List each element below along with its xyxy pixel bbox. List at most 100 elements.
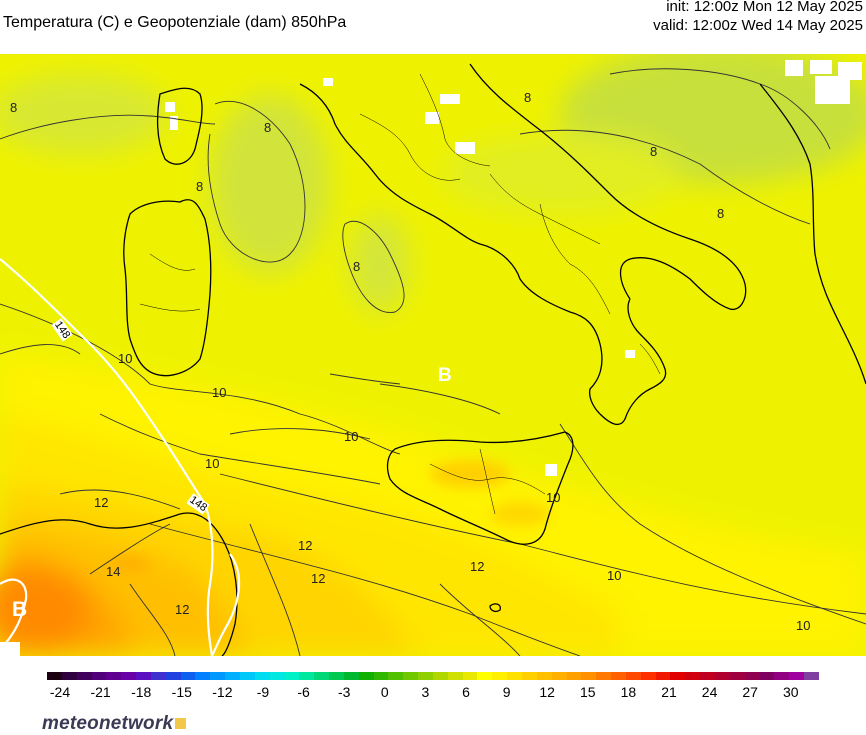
colorbar-tick-label: -3 (337, 684, 351, 700)
colorbar-segment (418, 672, 433, 680)
isotherm-label: 10 (212, 385, 227, 400)
pressure-label-low: B (438, 365, 452, 386)
geopotential-label: 148 (51, 318, 73, 342)
colorbar-tick-label: 15 (580, 684, 596, 700)
logo-text: meteonetwork (42, 713, 174, 734)
meteonetwork-logo: meteonetwork (42, 713, 187, 735)
colorbar-segment (492, 672, 508, 680)
isotherm-label: 14 (106, 564, 121, 579)
colorbar-segment (299, 672, 315, 680)
colorbar-segment (195, 672, 211, 680)
colorbar-segment (61, 672, 77, 680)
colorbar-segment (536, 672, 552, 680)
missing-data-patches (0, 60, 862, 656)
map-canvas (0, 54, 866, 656)
colorbar-tick-label: -24 (49, 684, 71, 700)
isotherm-label: 10 (607, 568, 622, 583)
run-times: init: 12:00z Mon 12 May 2025 valid: 12:0… (653, 0, 863, 35)
colorbar-tick-label: 27 (742, 684, 758, 700)
colorbar-segment (106, 672, 122, 680)
logo-square-icon (175, 718, 187, 729)
isotherm-label: 10 (344, 429, 359, 444)
colorbar-segment (358, 672, 374, 680)
isotherm-label: 8 (650, 144, 658, 159)
colorbar-segment (789, 672, 805, 680)
colorbar-segment (581, 672, 597, 680)
isotherm-label: 12 (311, 571, 326, 586)
colorbar-segment (225, 672, 240, 680)
colorbar-segment (522, 672, 537, 680)
isotherm-label: 8 (524, 90, 532, 105)
colorbar-segment (714, 672, 730, 680)
colorbar-segment (284, 672, 300, 680)
colorbar-segment (239, 672, 255, 680)
colorbar-segment (269, 672, 285, 680)
colorbar-tick-label: -6 (297, 684, 310, 700)
colorbar-segment (432, 672, 448, 680)
map-labels: B B 148 148 8 8 8 8 8 8 8 10 10 10 10 10… (0, 54, 866, 656)
page-title: Temperatura (C) e Geopotenziale (dam) 85… (3, 14, 347, 31)
colorbar-tick-label: 24 (701, 684, 718, 700)
colorbar-tick-label: -15 (171, 684, 192, 700)
temperature-colorbar (47, 672, 819, 680)
isotherm-label: 10 (546, 490, 561, 505)
colorbar-segment (343, 672, 359, 680)
colorbar-segment (447, 672, 463, 680)
colorbar-segment (744, 672, 760, 680)
geopotential-label: 148 (186, 493, 210, 515)
valid-time: valid: 12:00z Wed 14 May 2025 (653, 17, 863, 34)
small-warm-patches (110, 460, 550, 572)
colorbar-segment (774, 672, 790, 680)
colorbar-segment (91, 672, 107, 680)
colorbar-segment (462, 672, 478, 680)
colorbar-segment (729, 672, 745, 680)
colorbar-segment (685, 672, 701, 680)
geopotential-lines (0, 258, 241, 656)
colorbar-segment (566, 672, 582, 680)
colorbar-segment (210, 672, 226, 680)
admin-borders (139, 73, 661, 515)
colorbar-segment (804, 672, 819, 680)
colorbar-tick-label: 3 (421, 684, 430, 700)
colorbar-tick-label: 12 (539, 684, 555, 700)
colorbar-tick-label: 30 (783, 684, 799, 700)
colorbar-segment (670, 672, 686, 680)
colorbar-segment (136, 672, 151, 680)
colorbar-segment (373, 672, 389, 680)
isotherm-label: 8 (353, 259, 361, 274)
colorbar-segment (388, 672, 404, 680)
colorbar-segment (640, 672, 656, 680)
isotherm-label: 8 (264, 120, 272, 135)
colorbar-segment (150, 672, 166, 680)
colorbar-tick-label: -9 (256, 684, 270, 700)
colorbar-segment (254, 672, 270, 680)
colorbar-tick-label: 18 (620, 684, 637, 700)
colorbar-segment (700, 672, 715, 680)
colorbar-segment (329, 672, 344, 680)
colorbar-tick-label: -12 (212, 684, 233, 700)
colorbar-tick-label: 9 (502, 684, 511, 700)
colorbar-segment (551, 672, 567, 680)
pressure-label-low-southwest: B (12, 598, 28, 621)
colorbar-segment (314, 672, 330, 680)
coastlines (0, 63, 866, 656)
colorbar-tick-label: -18 (131, 684, 152, 700)
colorbar-segment (477, 672, 493, 680)
colorbar-tick-label: -21 (90, 684, 111, 700)
colorbar-segment (625, 672, 641, 680)
colorbar-segment (76, 672, 92, 680)
colorbar-tick-label: 0 (380, 684, 389, 700)
colorbar-segment (759, 672, 775, 680)
init-time: init: 12:00z Mon 12 May 2025 (666, 0, 863, 15)
colorbar-segment (655, 672, 671, 680)
colorbar-segment (507, 672, 522, 680)
colorbar-segment (611, 672, 626, 680)
colorbar-segment (180, 672, 196, 680)
colorbar-tick-label: 21 (661, 684, 677, 700)
colorbar-tick-label: 6 (462, 684, 470, 700)
isotherm-label: 12 (94, 495, 109, 510)
colorbar-segment (596, 672, 612, 680)
isotherm-label: 12 (175, 602, 190, 617)
colorbar-segment (165, 672, 181, 680)
isotherm-label: 8 (10, 100, 18, 115)
